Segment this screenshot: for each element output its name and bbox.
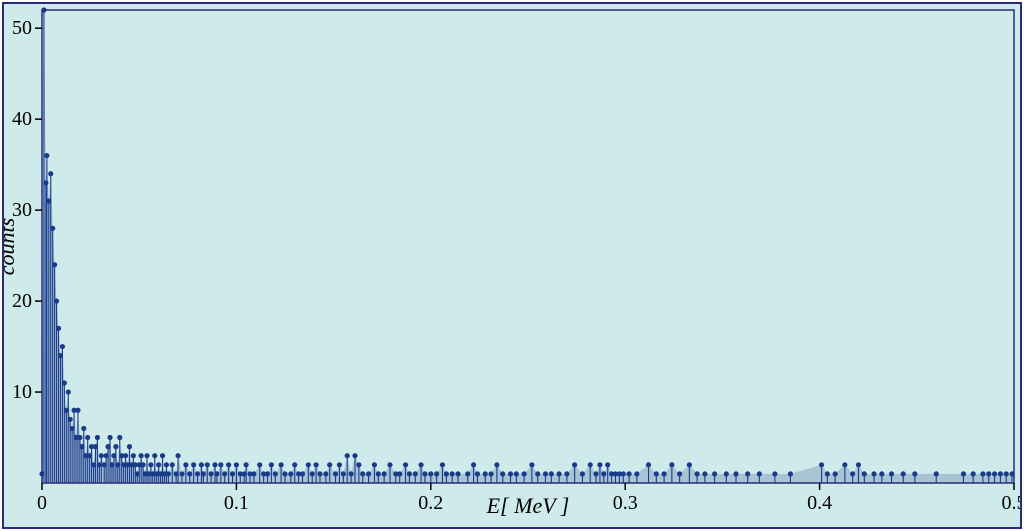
- y-tick-label: 10: [12, 381, 32, 403]
- x-tick-label: 0.1: [224, 492, 249, 514]
- x-tick-label: 0.2: [418, 492, 443, 514]
- x-axis-label: E[ MeV ]: [486, 493, 570, 518]
- y-tick-label: 20: [12, 290, 32, 312]
- chart-frame: 00.10.20.30.40.51020304050E[ MeV ]counts: [2, 2, 1022, 529]
- x-tick-label: 0: [37, 492, 47, 514]
- y-tick-label: 40: [12, 108, 32, 130]
- x-tick-label: 0.5: [1002, 492, 1021, 514]
- y-axis-label: counts: [4, 218, 19, 275]
- energy-histogram: 00.10.20.30.40.51020304050E[ MeV ]counts: [4, 4, 1020, 527]
- y-tick-label: 50: [12, 17, 32, 39]
- x-tick-label: 0.4: [807, 492, 832, 514]
- x-tick-label: 0.3: [613, 492, 638, 514]
